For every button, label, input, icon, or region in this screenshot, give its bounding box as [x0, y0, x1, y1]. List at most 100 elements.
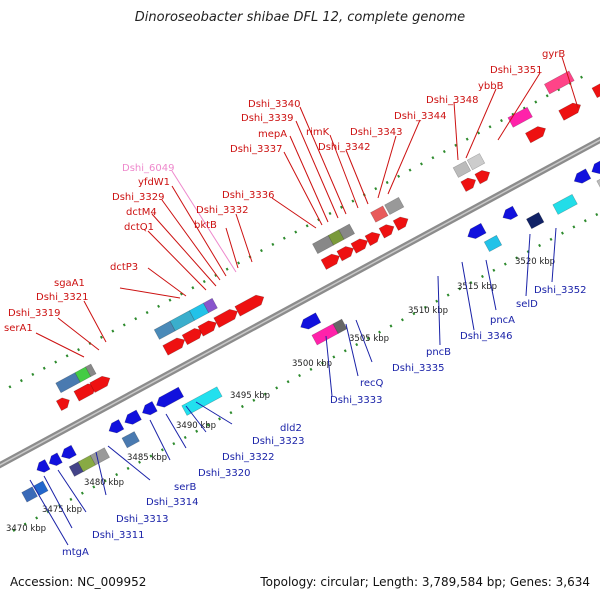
reverse-gene-0-shape	[36, 459, 51, 473]
map-title: Dinoroseobacter shibae DFL 12, complete …	[134, 10, 466, 25]
reverse-gene-6	[156, 386, 185, 408]
reverse-leader-15	[525, 233, 531, 297]
forward-gene-9-shape	[336, 246, 354, 262]
forward-gene-8	[320, 253, 340, 270]
forward-label-8: yfdW1	[138, 177, 170, 188]
forward-gene-5	[197, 320, 217, 337]
forward-label-10: bktB	[194, 220, 217, 231]
reverse-leader-12	[437, 275, 441, 346]
forward-label-1: Dshi_3319	[8, 308, 60, 319]
reverse-gene-8	[467, 222, 487, 239]
reverse-labels[interactable]: mtgADshi_3311Dshi_3313Dshi_3314serBDshi_…	[29, 227, 586, 558]
annotation-box-8-shape	[327, 229, 345, 246]
forward-leader-22	[465, 88, 497, 159]
annotation-box-15	[543, 70, 575, 95]
forward-label-23: Dshi_3351	[490, 65, 542, 76]
forward-gene-0	[55, 397, 70, 412]
reverse-box-3	[77, 454, 96, 473]
forward-leader-0	[35, 332, 85, 358]
forward-label-17: rimK	[306, 127, 330, 138]
forward-gene-3	[162, 337, 186, 356]
reverse-leader-10	[345, 323, 359, 377]
annotation-box-12-shape	[452, 160, 472, 178]
forward-gene-7	[234, 294, 265, 317]
forward-label-3: sgaA1	[54, 278, 85, 289]
forward-leader-19	[377, 135, 397, 199]
forward-label-21: Dshi_3348	[426, 95, 478, 106]
forward-gene-4-shape	[181, 328, 203, 346]
reverse-gene-8-shape	[467, 222, 487, 239]
forward-leader-2	[83, 300, 107, 343]
forward-gene-6	[213, 309, 238, 329]
reverse-label-10: recQ	[360, 378, 384, 389]
forward-gene-4	[181, 328, 203, 346]
reverse-leader-1	[43, 475, 73, 529]
forward-leader-24	[561, 56, 579, 109]
tick-label-6: 3500 kbp	[292, 359, 332, 369]
reverse-label-0: mtgA	[62, 547, 89, 558]
forward-leader-14	[289, 135, 329, 223]
forward-leader-7	[161, 199, 221, 281]
annotation-box-7-shape	[312, 235, 334, 255]
reverse-label-3: Dshi_3314	[146, 497, 198, 508]
reverse-box-4	[89, 447, 111, 466]
forward-label-14: mepA	[258, 129, 287, 140]
reverse-gene-11	[591, 155, 600, 175]
reverse-leader-5	[149, 419, 171, 461]
reverse-label-6: Dshi_3322	[222, 452, 274, 463]
reverse-box-11	[552, 193, 578, 215]
reverse-label-9: Dshi_3333	[330, 395, 382, 406]
forward-gene-2	[89, 375, 111, 393]
reverse-box-4-shape	[89, 447, 111, 466]
reverse-leader-4	[107, 445, 151, 481]
forward-label-16: Dshi_3340	[248, 99, 300, 110]
annotation-box-10	[370, 205, 389, 223]
reverse-box-6	[181, 386, 223, 416]
forward-leader-3	[119, 287, 181, 299]
forward-leader-6	[151, 213, 217, 287]
forward-gene-10-shape	[350, 238, 369, 254]
accession-text: Accession: NC_009952	[10, 575, 147, 589]
forward-labels[interactable]: serA1 Dshi_3319 Dshi_3321 sgaA1 dctP3 dctQ1 dc…	[4, 49, 579, 358]
forward-gene-5-shape	[197, 320, 217, 337]
annotation-box-9-shape	[338, 223, 356, 240]
annotation-box-6	[203, 297, 218, 314]
reverse-label-7: Dshi_3323	[252, 436, 304, 447]
gene-features[interactable]	[21, 70, 600, 503]
forward-label-20: Dshi_3344	[394, 111, 446, 122]
reverse-label-13: Dshi_3346	[460, 331, 512, 342]
forward-leader-12	[271, 197, 317, 229]
reverse-gene-9-shape	[502, 205, 519, 220]
reverse-box-0-shape	[21, 486, 38, 503]
reverse-label-5: Dshi_3320	[198, 468, 250, 479]
forward-gene-10	[350, 238, 369, 254]
reverse-leader-7	[185, 405, 207, 433]
reverse-box-10	[526, 212, 545, 230]
reverse-box-3-shape	[77, 454, 96, 473]
reverse-box-7-shape	[311, 323, 339, 346]
forward-leader-18	[345, 149, 369, 205]
reverse-leader-9	[325, 335, 333, 397]
forward-gene-6-shape	[213, 309, 238, 329]
reverse-leader-16	[551, 227, 557, 283]
tick-label-2: 3480 kbp	[84, 478, 124, 488]
reverse-box-5-shape	[121, 431, 140, 449]
forward-leader-21	[453, 101, 459, 161]
annotation-box-11-shape	[384, 196, 405, 216]
reverse-label-16: Dshi_3352	[534, 285, 586, 296]
forward-label-6: dctM4	[126, 207, 157, 218]
forward-gene-17	[558, 102, 582, 121]
reverse-box-10-shape	[526, 212, 545, 230]
forward-gene-2-shape	[89, 375, 111, 393]
reverse-gene-0	[36, 459, 51, 473]
annotation-box-13	[466, 153, 486, 171]
annotation-box-0-shape	[55, 372, 81, 394]
forward-leader-5	[147, 230, 207, 291]
annotation-box-4-shape	[169, 310, 196, 332]
genome-backbone	[0, 136, 600, 469]
forward-leader-1	[57, 317, 100, 351]
genome-info-text: Topology: circular; Length: 3,789,584 bp…	[260, 575, 590, 589]
forward-label-7: Dshi_3329	[112, 192, 164, 203]
forward-gene-11	[364, 231, 381, 247]
